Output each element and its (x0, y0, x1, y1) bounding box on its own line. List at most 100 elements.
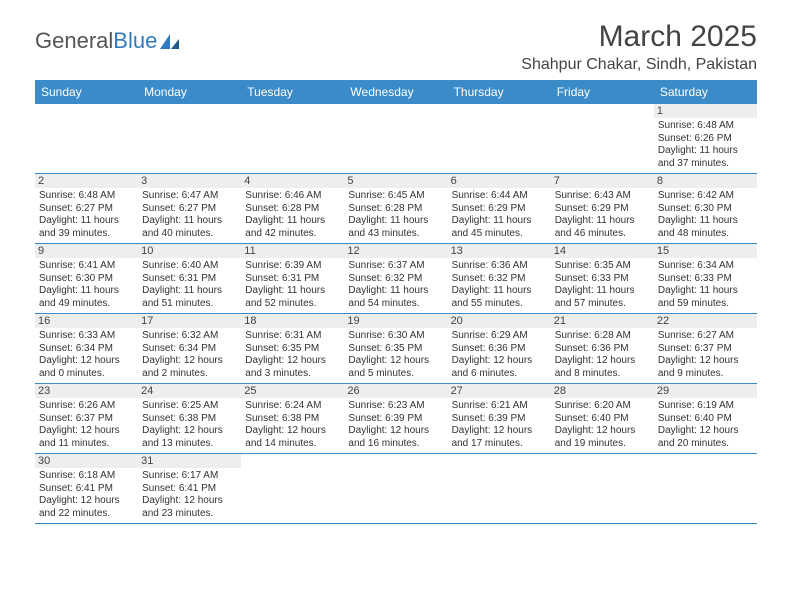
daylight-text: Daylight: 11 hours and 40 minutes. (142, 215, 237, 240)
day-cell: 15Sunrise: 6:34 AMSunset: 6:33 PMDayligh… (654, 244, 757, 313)
day-header-cell: Tuesday (241, 80, 344, 104)
sunrise-text: Sunrise: 6:42 AM (658, 190, 753, 203)
day-cell: 17Sunrise: 6:32 AMSunset: 6:34 PMDayligh… (138, 314, 241, 383)
sunrise-text: Sunrise: 6:29 AM (452, 330, 547, 343)
day-header-cell: Wednesday (344, 80, 447, 104)
daylight-text: Daylight: 12 hours and 16 minutes. (348, 425, 443, 450)
daylight-text: Daylight: 11 hours and 39 minutes. (39, 215, 134, 240)
day-number: 31 (138, 454, 241, 468)
week-row: 9Sunrise: 6:41 AMSunset: 6:30 PMDaylight… (35, 244, 757, 314)
day-number: 24 (138, 384, 241, 398)
day-header-row: SundayMondayTuesdayWednesdayThursdayFrid… (35, 80, 757, 104)
sunrise-text: Sunrise: 6:17 AM (142, 470, 237, 483)
daylight-text: Daylight: 11 hours and 46 minutes. (555, 215, 650, 240)
day-number: 22 (654, 314, 757, 328)
day-cell (448, 454, 551, 523)
sunset-text: Sunset: 6:29 PM (555, 203, 650, 216)
day-cell: 6Sunrise: 6:44 AMSunset: 6:29 PMDaylight… (448, 174, 551, 243)
day-number: 30 (35, 454, 138, 468)
day-cell (241, 104, 344, 173)
day-info: Sunrise: 6:36 AMSunset: 6:32 PMDaylight:… (452, 260, 547, 310)
sunrise-text: Sunrise: 6:36 AM (452, 260, 547, 273)
sunset-text: Sunset: 6:38 PM (142, 413, 237, 426)
day-info: Sunrise: 6:39 AMSunset: 6:31 PMDaylight:… (245, 260, 340, 310)
day-header-cell: Monday (138, 80, 241, 104)
day-number: 4 (241, 174, 344, 188)
daylight-text: Daylight: 12 hours and 9 minutes. (658, 355, 753, 380)
daylight-text: Daylight: 11 hours and 42 minutes. (245, 215, 340, 240)
day-cell: 11 Sunrise: 6:39 AMSunset: 6:31 PMDayligh… (241, 244, 344, 313)
calendar-page: GeneralBlue March 2025 Shahpur Chakar, S… (0, 0, 792, 524)
day-cell (654, 454, 757, 523)
sunset-text: Sunset: 6:35 PM (348, 343, 443, 356)
day-cell: 22 Sunrise: 6:27 AMSunset: 6:37 PMDayligh… (654, 314, 757, 383)
sunset-text: Sunset: 6:33 PM (658, 273, 753, 286)
day-number: 19 (344, 314, 447, 328)
sunrise-text: Sunrise: 6:21 AM (452, 400, 547, 413)
day-cell (551, 104, 654, 173)
day-info: Sunrise: 6:26 AMSunset: 6:37 PMDaylight:… (39, 400, 134, 450)
day-cell: 7Sunrise: 6:43 AMSunset: 6:29 PMDaylight… (551, 174, 654, 243)
header: GeneralBlue March 2025 Shahpur Chakar, S… (35, 20, 757, 74)
day-number: 11 (241, 244, 344, 258)
sunrise-text: Sunrise: 6:25 AM (142, 400, 237, 413)
day-number: 20 (448, 314, 551, 328)
day-cell: 20 Sunrise: 6:29 AMSunset: 6:36 PMDayligh… (448, 314, 551, 383)
sunset-text: Sunset: 6:41 PM (142, 483, 237, 496)
sunrise-text: Sunrise: 6:26 AM (39, 400, 134, 413)
day-number: 10 (138, 244, 241, 258)
title-block: March 2025 Shahpur Chakar, Sindh, Pakist… (521, 20, 757, 74)
daylight-text: Daylight: 12 hours and 20 minutes. (658, 425, 753, 450)
day-info: Sunrise: 6:27 AMSunset: 6:37 PMDaylight:… (658, 330, 753, 380)
day-info: Sunrise: 6:29 AMSunset: 6:36 PMDaylight:… (452, 330, 547, 380)
day-cell: 23Sunrise: 6:26 AMSunset: 6:37 PMDayligh… (35, 384, 138, 453)
day-cell: 13Sunrise: 6:36 AMSunset: 6:32 PMDayligh… (448, 244, 551, 313)
sunset-text: Sunset: 6:39 PM (452, 413, 547, 426)
daylight-text: Daylight: 11 hours and 49 minutes. (39, 285, 134, 310)
month-title: March 2025 (521, 20, 757, 54)
day-info: Sunrise: 6:40 AMSunset: 6:31 PMDaylight:… (142, 260, 237, 310)
day-number: 2 (35, 174, 138, 188)
day-cell: 27Sunrise: 6:21 AMSunset: 6:39 PMDayligh… (448, 384, 551, 453)
day-info: Sunrise: 6:46 AMSunset: 6:28 PMDaylight:… (245, 190, 340, 240)
sunset-text: Sunset: 6:28 PM (348, 203, 443, 216)
day-info: Sunrise: 6:32 AMSunset: 6:34 PMDaylight:… (142, 330, 237, 380)
sunrise-text: Sunrise: 6:31 AM (245, 330, 340, 343)
day-cell: 26Sunrise: 6:23 AMSunset: 6:39 PMDayligh… (344, 384, 447, 453)
daylight-text: Daylight: 12 hours and 19 minutes. (555, 425, 650, 450)
day-cell: 31 Sunrise: 6:17 AMSunset: 6:41 PMDayligh… (138, 454, 241, 523)
sunset-text: Sunset: 6:32 PM (348, 273, 443, 286)
daylight-text: Daylight: 12 hours and 2 minutes. (142, 355, 237, 380)
sunrise-text: Sunrise: 6:24 AM (245, 400, 340, 413)
daylight-text: Daylight: 12 hours and 14 minutes. (245, 425, 340, 450)
day-number: 6 (448, 174, 551, 188)
day-info: Sunrise: 6:24 AMSunset: 6:38 PMDaylight:… (245, 400, 340, 450)
sunrise-text: Sunrise: 6:39 AM (245, 260, 340, 273)
day-info: Sunrise: 6:20 AMSunset: 6:40 PMDaylight:… (555, 400, 650, 450)
daylight-text: Daylight: 12 hours and 0 minutes. (39, 355, 134, 380)
daylight-text: Daylight: 12 hours and 23 minutes. (142, 495, 237, 520)
day-cell: 8Sunrise: 6:42 AMSunset: 6:30 PMDaylight… (654, 174, 757, 243)
daylight-text: Daylight: 11 hours and 37 minutes. (658, 145, 753, 170)
week-row: 16Sunrise: 6:33 AMSunset: 6:34 PMDayligh… (35, 314, 757, 384)
day-cell: 18Sunrise: 6:31 AMSunset: 6:35 PMDayligh… (241, 314, 344, 383)
day-header-cell: Friday (551, 80, 654, 104)
daylight-text: Daylight: 11 hours and 52 minutes. (245, 285, 340, 310)
daylight-text: Daylight: 12 hours and 11 minutes. (39, 425, 134, 450)
sunrise-text: Sunrise: 6:32 AM (142, 330, 237, 343)
daylight-text: Daylight: 12 hours and 17 minutes. (452, 425, 547, 450)
day-info: Sunrise: 6:42 AMSunset: 6:30 PMDaylight:… (658, 190, 753, 240)
day-info: Sunrise: 6:47 AMSunset: 6:27 PMDaylight:… (142, 190, 237, 240)
day-cell: 5Sunrise: 6:45 AMSunset: 6:28 PMDaylight… (344, 174, 447, 243)
sunrise-text: Sunrise: 6:33 AM (39, 330, 134, 343)
day-number: 14 (551, 244, 654, 258)
day-cell: 4 Sunrise: 6:46 AMSunset: 6:28 PMDaylight… (241, 174, 344, 243)
sunset-text: Sunset: 6:26 PM (658, 133, 753, 146)
sunset-text: Sunset: 6:40 PM (658, 413, 753, 426)
day-info: Sunrise: 6:31 AMSunset: 6:35 PMDaylight:… (245, 330, 340, 380)
daylight-text: Daylight: 12 hours and 13 minutes. (142, 425, 237, 450)
sunset-text: Sunset: 6:30 PM (658, 203, 753, 216)
day-cell: 25Sunrise: 6:24 AMSunset: 6:38 PMDayligh… (241, 384, 344, 453)
sunset-text: Sunset: 6:36 PM (555, 343, 650, 356)
daylight-text: Daylight: 11 hours and 51 minutes. (142, 285, 237, 310)
